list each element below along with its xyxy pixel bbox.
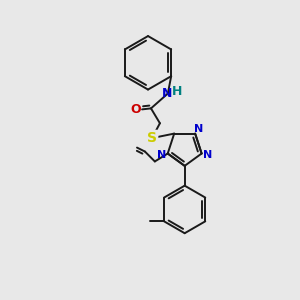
Text: O: O <box>131 103 141 116</box>
Text: N: N <box>162 87 172 100</box>
Text: S: S <box>147 131 157 145</box>
Text: N: N <box>158 150 167 161</box>
Text: N: N <box>203 150 212 161</box>
Text: H: H <box>172 85 182 98</box>
Text: N: N <box>194 124 203 134</box>
